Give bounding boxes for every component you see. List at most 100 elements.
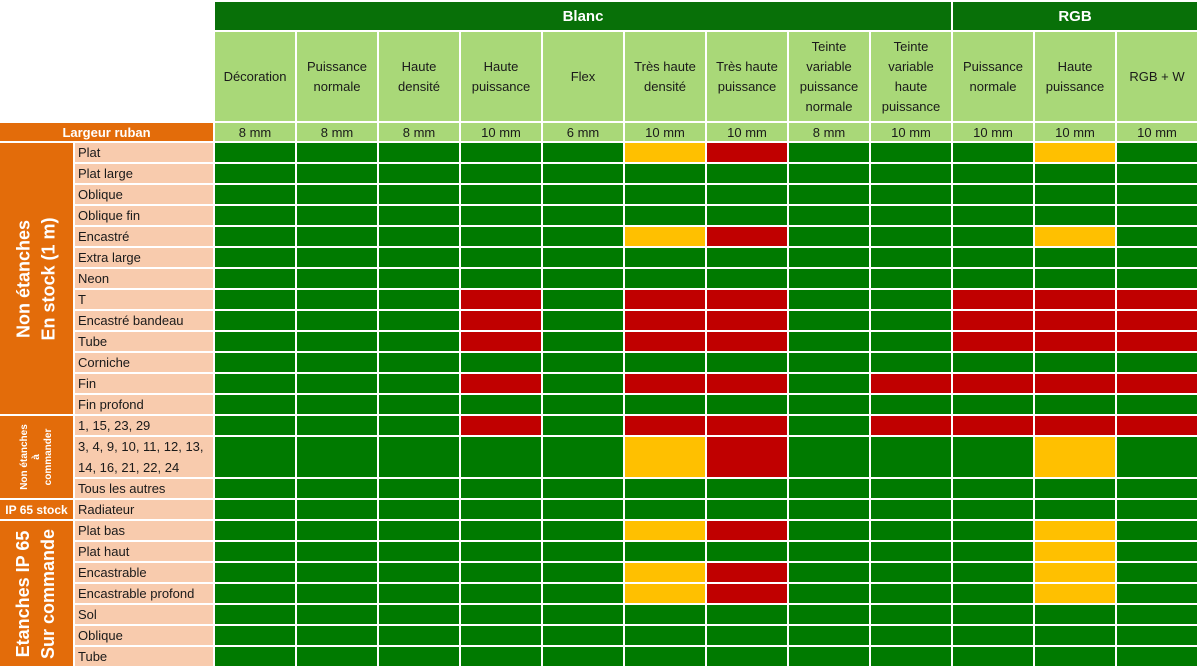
status-cell-available bbox=[379, 353, 461, 374]
row-label: Neon bbox=[75, 269, 215, 290]
status-cell-available bbox=[953, 584, 1035, 605]
status-cell-available bbox=[871, 500, 953, 521]
status-cell-available bbox=[1117, 521, 1199, 542]
status-cell-available bbox=[789, 248, 871, 269]
status-cell-available bbox=[543, 563, 625, 584]
status-cell-available bbox=[871, 164, 953, 185]
group-header-rgb: RGB bbox=[953, 2, 1199, 32]
status-cell-available bbox=[543, 647, 625, 668]
status-cell-available bbox=[953, 605, 1035, 626]
status-cell-limited bbox=[1035, 542, 1117, 563]
status-cell-available bbox=[1117, 164, 1199, 185]
status-cell-available bbox=[1035, 164, 1117, 185]
status-cell-available bbox=[871, 395, 953, 416]
status-cell-available bbox=[461, 584, 543, 605]
status-cell-available bbox=[1117, 353, 1199, 374]
status-cell-available bbox=[789, 143, 871, 164]
status-cell-available bbox=[789, 605, 871, 626]
column-header: Très haute densité bbox=[625, 32, 707, 123]
status-cell-available bbox=[1117, 584, 1199, 605]
status-cell-available bbox=[543, 248, 625, 269]
status-cell-available bbox=[953, 227, 1035, 248]
row-label: Encastrable bbox=[75, 563, 215, 584]
status-cell-available bbox=[707, 185, 789, 206]
section-label: Etanches IP 65 Sur commande bbox=[0, 521, 75, 668]
column-header: Haute densité bbox=[379, 32, 461, 123]
status-cell-available bbox=[379, 395, 461, 416]
width-row-label: Largeur ruban bbox=[0, 123, 215, 143]
status-cell-unavailable bbox=[953, 332, 1035, 353]
status-cell-available bbox=[1117, 605, 1199, 626]
status-cell-available bbox=[789, 500, 871, 521]
status-cell-available bbox=[379, 479, 461, 500]
status-cell-available bbox=[625, 164, 707, 185]
status-cell-available bbox=[953, 395, 1035, 416]
status-cell-available bbox=[1117, 206, 1199, 227]
status-cell-available bbox=[871, 584, 953, 605]
status-cell-unavailable bbox=[625, 416, 707, 437]
status-cell-available bbox=[297, 479, 379, 500]
status-cell-available bbox=[707, 605, 789, 626]
status-cell-available bbox=[215, 563, 297, 584]
status-cell-available bbox=[543, 269, 625, 290]
status-cell-available bbox=[215, 437, 297, 479]
width-value: 10 mm bbox=[707, 123, 789, 143]
status-cell-available bbox=[297, 584, 379, 605]
status-cell-available bbox=[953, 626, 1035, 647]
status-cell-available bbox=[1117, 185, 1199, 206]
status-cell-available bbox=[871, 563, 953, 584]
status-cell-unavailable bbox=[1035, 416, 1117, 437]
status-cell-available bbox=[1117, 227, 1199, 248]
status-cell-available bbox=[297, 605, 379, 626]
status-cell-limited bbox=[625, 437, 707, 479]
status-cell-available bbox=[871, 143, 953, 164]
status-cell-available bbox=[215, 206, 297, 227]
status-cell-available bbox=[789, 164, 871, 185]
width-value: 10 mm bbox=[953, 123, 1035, 143]
status-cell-available bbox=[953, 647, 1035, 668]
status-cell-available bbox=[215, 248, 297, 269]
status-cell-available bbox=[543, 479, 625, 500]
status-cell-unavailable bbox=[707, 290, 789, 311]
status-cell-limited bbox=[1035, 437, 1117, 479]
status-cell-available bbox=[707, 500, 789, 521]
status-cell-available bbox=[789, 479, 871, 500]
status-cell-available bbox=[215, 332, 297, 353]
status-cell-available bbox=[1035, 206, 1117, 227]
row-label: 1, 15, 23, 29 bbox=[75, 416, 215, 437]
status-cell-limited bbox=[625, 521, 707, 542]
width-value: 10 mm bbox=[871, 123, 953, 143]
status-cell-available bbox=[871, 227, 953, 248]
status-cell-available bbox=[953, 164, 1035, 185]
section-label-text: Etanches IP 65 Sur commande bbox=[13, 528, 59, 659]
status-cell-unavailable bbox=[1117, 374, 1199, 395]
status-cell-available bbox=[379, 290, 461, 311]
row-label: Corniche bbox=[75, 353, 215, 374]
status-cell-available bbox=[461, 143, 543, 164]
status-cell-available bbox=[953, 563, 1035, 584]
width-value: 8 mm bbox=[789, 123, 871, 143]
status-cell-available bbox=[953, 206, 1035, 227]
status-cell-available bbox=[953, 143, 1035, 164]
status-cell-available bbox=[461, 479, 543, 500]
row-label: Oblique bbox=[75, 626, 215, 647]
status-cell-available bbox=[1117, 437, 1199, 479]
status-cell-available bbox=[461, 395, 543, 416]
status-cell-available bbox=[1035, 626, 1117, 647]
row-label: Oblique bbox=[75, 185, 215, 206]
status-cell-unavailable bbox=[707, 332, 789, 353]
status-cell-available bbox=[461, 164, 543, 185]
status-cell-available bbox=[1117, 248, 1199, 269]
status-cell-available bbox=[461, 563, 543, 584]
status-cell-unavailable bbox=[461, 416, 543, 437]
status-cell-available bbox=[625, 500, 707, 521]
status-cell-available bbox=[543, 584, 625, 605]
status-cell-available bbox=[871, 605, 953, 626]
status-cell-available bbox=[707, 164, 789, 185]
status-cell-limited bbox=[1035, 521, 1117, 542]
status-cell-available bbox=[625, 626, 707, 647]
status-cell-unavailable bbox=[1117, 332, 1199, 353]
status-cell-unavailable bbox=[871, 374, 953, 395]
status-cell-available bbox=[379, 206, 461, 227]
status-cell-available bbox=[789, 626, 871, 647]
